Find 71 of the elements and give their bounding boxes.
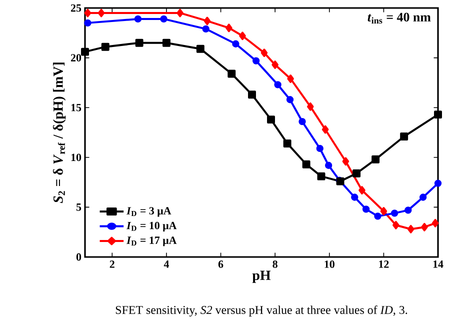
point [134,15,142,23]
point [317,172,326,180]
point [160,15,168,23]
point [316,144,324,152]
point [272,60,278,69]
point [434,110,442,119]
point [101,42,110,51]
point [302,160,310,168]
x-tick-label: 2 [110,260,114,268]
point [407,224,414,234]
y-axis-title: S$_{2}$ = δ V$_{ref}$ / δ(pH) [mV] [52,62,66,204]
point [196,44,204,53]
point [390,210,398,217]
x-tick-label: 12 [379,260,389,268]
point [98,8,105,18]
point [324,162,332,169]
text: SFET sensitivity, S2 versus pH value at three values of ID, 3. [116,305,408,316]
point [400,132,408,140]
point [358,186,366,194]
point [298,118,306,126]
x-tick-label: 8 [272,260,278,268]
point [162,38,170,47]
x-tick-label: 14 [433,260,444,268]
point [260,48,268,58]
point [380,206,388,216]
point [372,155,380,164]
point [392,220,400,230]
point [287,74,294,83]
point [81,48,89,56]
point [351,194,358,201]
point [84,8,92,18]
y-tick-label: 10 [71,154,82,162]
y-tick-label: 5 [76,204,82,211]
x-tick-label: 6 [218,260,224,268]
y-tick-label: 15 [71,104,82,112]
point [421,222,428,232]
point [202,25,210,33]
x-axis-title: pH [252,270,271,283]
legend-label: I$_{D}$ = 17 μA [126,236,177,246]
point [342,157,350,166]
point [306,102,314,111]
point [352,169,361,178]
point [322,125,329,134]
point [226,24,232,32]
point [239,32,246,40]
annotation: t$_{ins}$ = 40 nm [368,12,431,24]
point [283,139,292,148]
point [404,206,412,214]
point [286,96,294,104]
point [432,218,439,228]
point [84,19,92,27]
y-tick-label: 20 [70,54,82,62]
x-tick-label: 10 [324,260,334,268]
point [374,212,382,220]
point [248,90,256,99]
point [228,70,236,78]
point [204,16,211,26]
point [267,116,275,124]
point [252,57,260,64]
y-tick-label: 25 [70,4,82,12]
point [434,180,442,187]
y-tick-label: 0 [76,253,82,261]
point [419,194,427,201]
point [232,40,240,48]
legend-label: I$_{D}$ = 10 μA [126,222,177,232]
point [362,206,370,213]
legend-label: I$_{D}$ = 3 μA [126,207,172,217]
point [135,38,144,47]
point [176,8,184,18]
x-tick-label: 4 [164,260,169,268]
point [274,81,282,88]
